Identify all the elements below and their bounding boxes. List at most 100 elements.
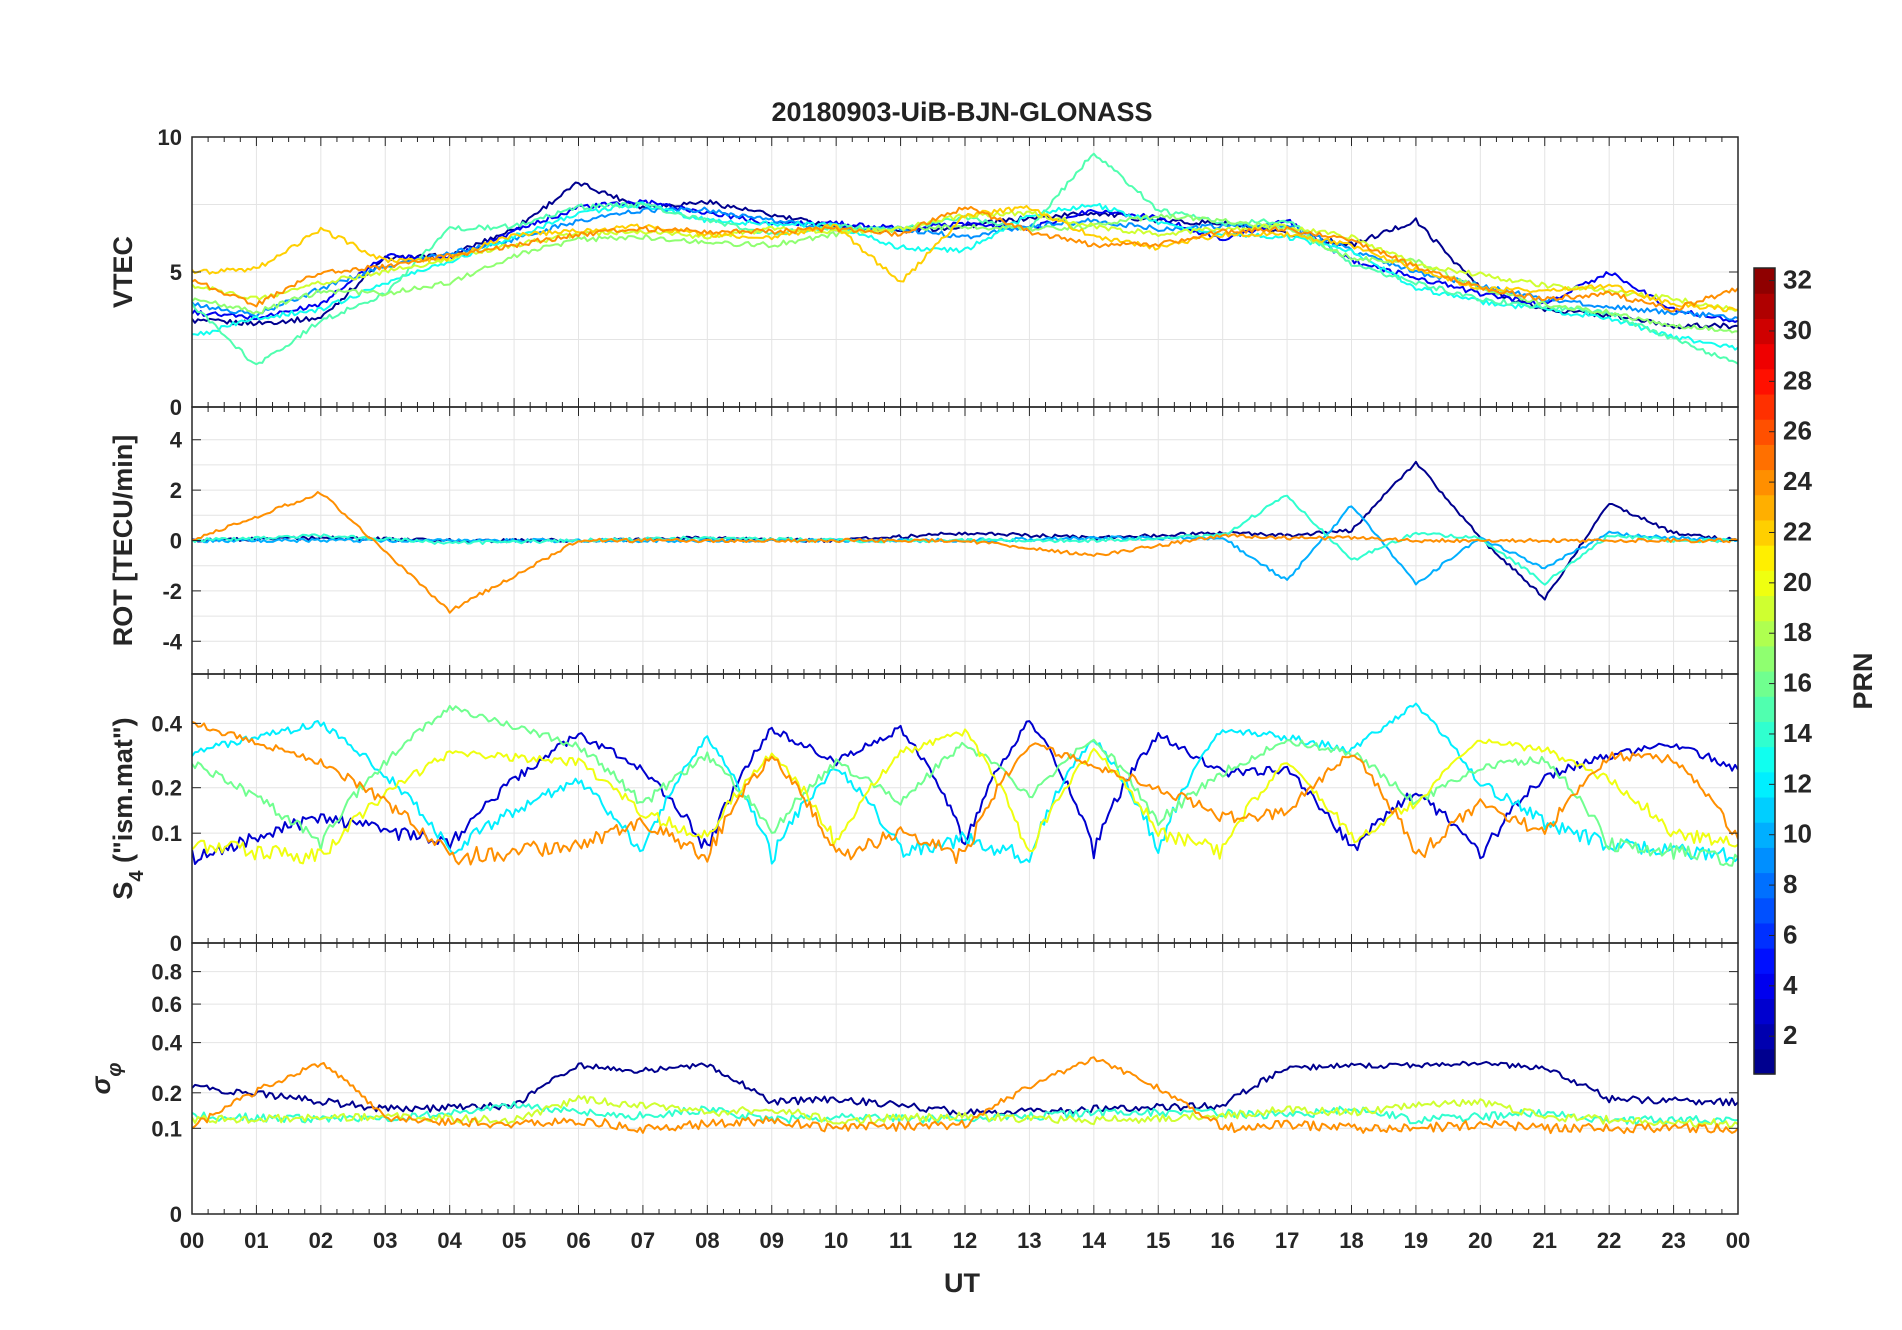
y-tick-label: 2 (170, 478, 182, 503)
x-tick-label: 10 (824, 1228, 848, 1253)
panel-series (192, 702, 1738, 867)
y-tick-label: 0.6 (151, 992, 182, 1017)
x-tick-label: 09 (760, 1228, 784, 1253)
series-line-prn-12 (192, 702, 1738, 865)
colorbar-tick-label: 4 (1783, 970, 1798, 1000)
y-tick-labels: 0 0.1 0.2 0.4 0.6 0.8 (151, 960, 182, 1227)
y-tick-label: 0.4 (151, 1031, 182, 1056)
colorbar-swatch (1754, 746, 1775, 773)
colorbar-swatch (1754, 796, 1775, 823)
colorbar-tick-label: 12 (1783, 768, 1812, 798)
colorbar-swatch (1754, 393, 1775, 420)
x-tick-label: 12 (953, 1228, 977, 1253)
colorbar-tick-label: 14 (1783, 718, 1812, 748)
colorbar-swatch (1754, 368, 1775, 395)
y-tick-label: -2 (162, 579, 182, 604)
x-tick-label: 04 (437, 1228, 462, 1253)
y-tick-label: 4 (170, 428, 183, 453)
y-tick-labels: -4 -2 0 2 4 (162, 428, 182, 655)
y-tick-label: 0.1 (151, 821, 182, 846)
x-tick-label: 08 (695, 1228, 719, 1253)
x-tick-label: 01 (244, 1228, 268, 1253)
x-ticks (191, 407, 1739, 674)
series-line-prn-19 (192, 1094, 1738, 1129)
colorbar-swatch (1754, 343, 1775, 370)
series-line-prn-3 (192, 720, 1738, 865)
y-tick-label: 5 (170, 260, 182, 285)
x-tick-label: 20 (1468, 1228, 1492, 1253)
panel-series (192, 460, 1738, 614)
y-tick-label: 0 (170, 395, 182, 420)
y-tick-label: 10 (158, 125, 182, 150)
colorbar-swatch (1754, 570, 1775, 597)
colorbar-swatch (1754, 318, 1775, 345)
colorbar-swatch (1754, 268, 1775, 294)
colorbar-swatch (1754, 469, 1775, 496)
colorbar-swatch (1754, 1048, 1775, 1075)
panel-1: 0 5 10 VTEC (108, 125, 1739, 420)
x-ticks (191, 943, 1739, 1214)
colorbar-swatch (1754, 419, 1775, 445)
colorbar-swatch (1754, 293, 1775, 319)
y-axis-label: ROT [TECU/min] (108, 435, 138, 646)
colorbar-swatch (1754, 922, 1775, 949)
colorbar-swatch (1754, 444, 1775, 471)
y-tick-label: 0.1 (151, 1116, 182, 1141)
colorbar-swatch (1754, 519, 1775, 546)
x-tick-label: 18 (1339, 1228, 1363, 1253)
panel-series (192, 152, 1738, 366)
panel-2: -4 -2 0 2 4 ROT [TECU/min] (108, 406, 1739, 675)
x-tick-label: 06 (566, 1228, 590, 1253)
x-tick-label: 15 (1146, 1228, 1170, 1253)
y-axis-label: VTEC (108, 236, 138, 308)
colorbar-swatch (1754, 620, 1775, 647)
colorbar-swatch (1754, 595, 1775, 622)
y-tick-labels: 0 5 10 (158, 125, 182, 420)
colorbar-swatch (1754, 973, 1775, 1000)
y-tick-label: 0.4 (151, 711, 182, 736)
colorbar-tick-label: 26 (1783, 416, 1812, 446)
x-tick-label: 19 (1404, 1228, 1428, 1253)
colorbar-tick-label: 28 (1783, 365, 1812, 395)
x-ticks (191, 137, 1739, 407)
colorbar-tick-label: 20 (1783, 567, 1812, 597)
x-tick-label: 00 (1726, 1228, 1750, 1253)
colorbar-tick-label: 30 (1783, 315, 1812, 345)
y-tick-label: 0.2 (151, 1081, 182, 1106)
x-tick-label: 03 (373, 1228, 397, 1253)
chart-title: 20180903-UiB-BJN-GLONASS (771, 97, 1152, 127)
y-tick-label: 0 (170, 931, 182, 956)
panel-grid (191, 943, 1739, 1214)
x-ticks (191, 674, 1739, 943)
y-axis-label: S4 ("ism.mat") (108, 717, 148, 899)
colorbar-tick-label: 2 (1783, 1020, 1797, 1050)
colorbar-tick-label: 6 (1783, 919, 1797, 949)
y-tick-label: 0.8 (151, 960, 182, 985)
colorbar-swatch (1754, 771, 1775, 798)
panel-3: 0 0.1 0.2 0.4S4 ("ism.mat") (108, 673, 1739, 956)
x-tick-label: 13 (1017, 1228, 1041, 1253)
x-tick-label: 16 (1210, 1228, 1234, 1253)
panel-grid (191, 674, 1739, 943)
colorbar-swatch (1754, 822, 1775, 848)
series-line-prn-20 (192, 728, 1738, 865)
colorbar-frame (1753, 267, 1776, 1075)
colorbar-swatch (1754, 847, 1775, 874)
x-tick-label: 14 (1082, 1228, 1107, 1253)
y-tick-labels: 0 0.1 0.2 0.4 (151, 711, 182, 956)
colorbar-swatch (1754, 897, 1775, 924)
y-tick-label: 0 (170, 529, 182, 554)
y-tick-label: 0 (170, 1202, 182, 1227)
panel-series (192, 1056, 1738, 1135)
colorbar-swatch (1754, 1023, 1775, 1050)
x-tick-label: 17 (1275, 1228, 1299, 1253)
colorbar-swatch (1754, 721, 1775, 748)
colorbar-tick-label: 16 (1783, 668, 1812, 698)
series-line-prn-24 (192, 491, 1738, 614)
colorbar-swatch (1754, 948, 1775, 974)
colorbar-swatch (1754, 645, 1775, 672)
series-line-prn-24 (192, 1056, 1738, 1135)
